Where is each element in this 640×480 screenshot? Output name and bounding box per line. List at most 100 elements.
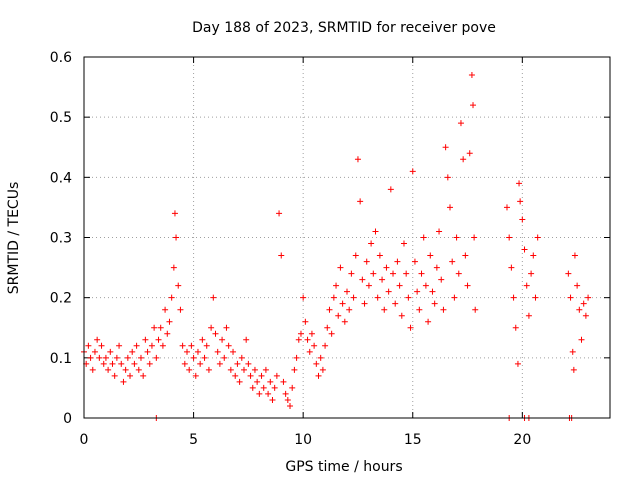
- data-point: [240, 366, 247, 373]
- data-point: [472, 306, 479, 313]
- data-point: [199, 336, 206, 343]
- data-point: [297, 330, 304, 337]
- data-point: [429, 288, 436, 295]
- data-point: [157, 324, 164, 331]
- data-point: [436, 228, 443, 235]
- data-point: [503, 204, 510, 211]
- data-point: [201, 354, 208, 361]
- data-point: [133, 342, 140, 349]
- data-point: [186, 366, 193, 373]
- data-point: [348, 270, 355, 277]
- data-point: [411, 258, 418, 265]
- data-point: [184, 348, 191, 355]
- data-point: [365, 282, 372, 289]
- data-point: [91, 348, 98, 355]
- data-point: [216, 360, 223, 367]
- y-tick-label: 0.3: [50, 231, 72, 247]
- data-point: [245, 360, 252, 367]
- data-point: [105, 366, 112, 373]
- data-point: [311, 342, 318, 349]
- data-point: [425, 318, 432, 325]
- data-point: [148, 342, 155, 349]
- data-point: [151, 324, 158, 331]
- data-point: [254, 378, 261, 385]
- data-point: [308, 330, 315, 337]
- data-point: [175, 282, 182, 289]
- data-point: [282, 390, 289, 397]
- data-point: [394, 258, 401, 265]
- data-point: [192, 372, 199, 379]
- data-point: [339, 300, 346, 307]
- data-point: [532, 294, 539, 301]
- data-point: [230, 348, 237, 355]
- data-point: [344, 288, 350, 295]
- data-point: [405, 294, 412, 301]
- data-point: [431, 300, 438, 307]
- data-point: [390, 270, 397, 277]
- data-point: [414, 288, 421, 295]
- data-point: [580, 300, 587, 307]
- data-point: [116, 342, 123, 349]
- data-point: [324, 324, 331, 331]
- data-point: [416, 306, 423, 313]
- data-point: [517, 198, 524, 205]
- data-point: [162, 306, 169, 313]
- data-point: [407, 324, 414, 331]
- data-point: [523, 282, 530, 289]
- data-point: [462, 252, 469, 259]
- data-point: [170, 264, 177, 271]
- data-point: [107, 348, 114, 355]
- data-point: [453, 234, 460, 241]
- data-point: [111, 372, 118, 379]
- data-point: [262, 366, 269, 373]
- data-point: [317, 354, 324, 361]
- x-tick-label: 15: [404, 432, 422, 448]
- data-point: [346, 306, 353, 313]
- data-point: [236, 378, 243, 385]
- y-tick-label: 0.1: [50, 351, 72, 367]
- data-point: [420, 234, 427, 241]
- data-point: [223, 324, 230, 331]
- chart-title: Day 188 of 2023, SRMTID for receiver pov…: [192, 20, 496, 36]
- data-point: [89, 366, 96, 373]
- data-point: [471, 234, 478, 241]
- data-point: [212, 330, 219, 337]
- data-point: [197, 360, 204, 367]
- data-point: [400, 240, 407, 247]
- data-point: [457, 120, 464, 127]
- data-point: [409, 168, 416, 175]
- data-point: [225, 342, 232, 349]
- data-point: [249, 384, 256, 391]
- data-point: [135, 366, 142, 373]
- data-point: [427, 252, 434, 259]
- data-point: [179, 342, 186, 349]
- data-point: [376, 252, 383, 259]
- data-point: [214, 348, 221, 355]
- data-point: [295, 336, 302, 343]
- y-tick-label: 0.5: [50, 110, 72, 126]
- data-point: [506, 234, 513, 241]
- data-point: [396, 282, 403, 289]
- data-point: [354, 156, 361, 163]
- data-point: [433, 264, 440, 271]
- data-point: [444, 174, 451, 181]
- data-point: [140, 372, 147, 379]
- x-tick-label: 20: [513, 432, 531, 448]
- data-point: [181, 360, 188, 367]
- data-point: [284, 396, 291, 403]
- data-point: [291, 366, 298, 373]
- data-point: [166, 318, 173, 325]
- data-point: [221, 354, 228, 361]
- data-point: [243, 336, 250, 343]
- data-point: [570, 366, 577, 373]
- data-point: [374, 294, 381, 301]
- data-point: [350, 294, 357, 301]
- data-point: [582, 312, 589, 319]
- data-point: [173, 234, 180, 241]
- x-tick-label: 5: [189, 432, 198, 448]
- data-point: [300, 294, 307, 301]
- data-point: [521, 246, 528, 253]
- data-point: [168, 294, 175, 301]
